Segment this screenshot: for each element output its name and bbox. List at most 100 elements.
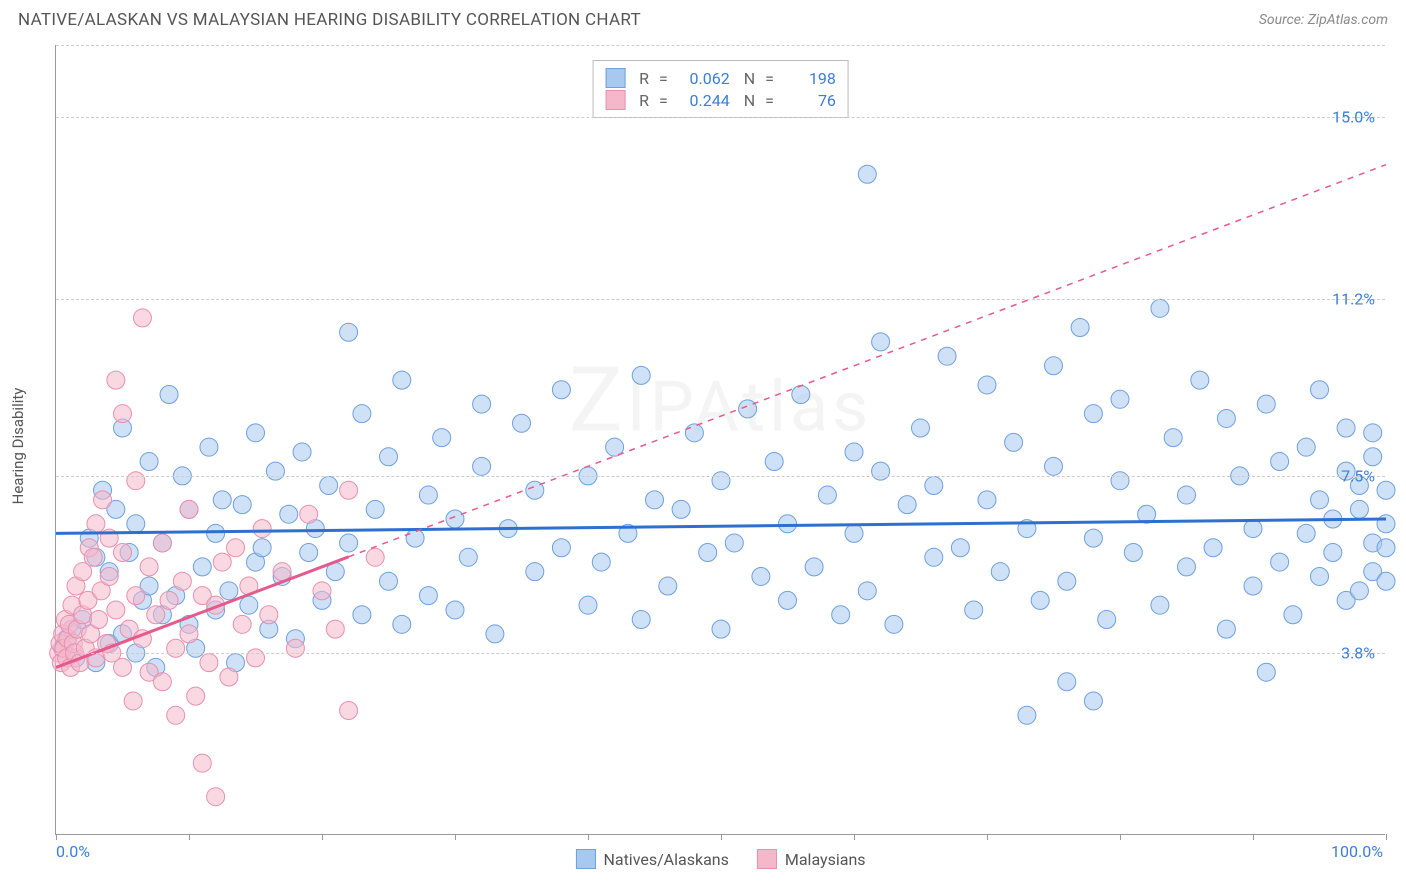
scatter-point: [153, 673, 171, 691]
scatter-point: [712, 472, 730, 490]
legend-item-1: Natives/Alaskans: [575, 849, 728, 869]
x-tick: [455, 834, 456, 840]
scatter-point: [832, 606, 850, 624]
scatter-point: [951, 539, 969, 557]
scatter-point: [699, 544, 717, 562]
scatter-point: [446, 601, 464, 619]
scatter-point: [872, 333, 890, 351]
scatter-point: [419, 587, 437, 605]
scatter-point: [253, 539, 271, 557]
scatter-point: [107, 601, 125, 619]
scatter-point: [685, 424, 703, 442]
scatter-point: [1364, 448, 1382, 466]
scatter-point: [167, 639, 185, 657]
scatter-point: [133, 309, 151, 327]
scatter-point: [978, 491, 996, 509]
scatter-point: [1311, 491, 1329, 509]
legend-swatch-blue: [575, 849, 595, 869]
scatter-point: [779, 515, 797, 533]
scatter-point: [286, 639, 304, 657]
x-tick: [588, 834, 589, 840]
scatter-point: [925, 548, 943, 566]
scatter-point: [978, 376, 996, 394]
scatter-point: [253, 520, 271, 538]
y-axis-label: Hearing Disability: [9, 388, 27, 505]
swatch-pink: [605, 90, 625, 110]
scatter-point: [1297, 438, 1315, 456]
scatter-point: [1005, 433, 1023, 451]
scatter-point: [393, 615, 411, 633]
scatter-point: [1178, 558, 1196, 576]
scatter-point: [1151, 596, 1169, 614]
scatter-point: [725, 534, 743, 552]
scatter-point: [446, 510, 464, 528]
scatter-point: [393, 371, 411, 389]
x-tick-label: 0.0%: [56, 842, 90, 861]
scatter-point: [173, 572, 191, 590]
gridline-h: [56, 476, 1385, 477]
scatter-point: [114, 544, 132, 562]
scatter-point: [818, 486, 836, 504]
scatter-point: [1257, 663, 1275, 681]
scatter-point: [552, 381, 570, 399]
x-tick: [1120, 834, 1121, 840]
scatter-point: [991, 563, 1009, 581]
stats-row-1: R = 0.062 N = 198: [605, 67, 836, 89]
scatter-point: [1124, 544, 1142, 562]
scatter-point: [965, 601, 983, 619]
scatter-point: [193, 558, 211, 576]
scatter-point: [1111, 472, 1129, 490]
scatter-point: [353, 606, 371, 624]
scatter-point: [266, 462, 284, 480]
scatter-point: [293, 443, 311, 461]
scatter-point: [1324, 544, 1342, 562]
x-tick: [1253, 834, 1254, 840]
scatter-point: [1377, 515, 1395, 533]
scatter-point: [473, 395, 491, 413]
legend-label-2: Malaysians: [785, 850, 866, 869]
scatter-point: [1377, 539, 1395, 557]
legend-label-1: Natives/Alaskans: [603, 850, 728, 869]
scatter-point: [1084, 405, 1102, 423]
plot-area: ZIPAtlas R = 0.062 N = 198 R = 0.244 N =…: [55, 45, 1385, 835]
y-tick-label: 7.5%: [1341, 466, 1375, 485]
scatter-point: [220, 582, 238, 600]
x-tick-label: 100.0%: [1331, 842, 1383, 861]
chart-title: NATIVE/ALASKAN VS MALAYSIAN HEARING DISA…: [18, 10, 641, 30]
x-tick: [854, 834, 855, 840]
scatter-point: [227, 539, 245, 557]
scatter-point: [180, 500, 198, 518]
scatter-point: [193, 754, 211, 772]
scatter-point: [858, 582, 876, 600]
swatch-blue: [605, 68, 625, 88]
stats-row-2: R = 0.244 N = 76: [605, 89, 836, 111]
scatter-point: [672, 500, 690, 518]
scatter-point: [1151, 299, 1169, 317]
stats-box: R = 0.062 N = 198 R = 0.244 N = 76: [592, 60, 849, 118]
scatter-point: [247, 649, 265, 667]
scatter-point: [140, 558, 158, 576]
scatter-point: [845, 443, 863, 461]
scatter-point: [1311, 381, 1329, 399]
title-bar: NATIVE/ALASKAN VS MALAYSIAN HEARING DISA…: [18, 10, 1388, 30]
scatter-point: [646, 491, 664, 509]
scatter-point: [1178, 486, 1196, 504]
scatter-point: [779, 591, 797, 609]
scatter-point: [240, 596, 258, 614]
trend-line-dash: [349, 165, 1386, 557]
scatter-point: [180, 625, 198, 643]
scatter-point: [340, 702, 358, 720]
scatter-point: [752, 567, 770, 585]
scatter-point: [1204, 539, 1222, 557]
scatter-point: [380, 572, 398, 590]
scatter-point: [1377, 572, 1395, 590]
scatter-point: [1098, 611, 1116, 629]
scatter-point: [1045, 457, 1063, 475]
scatter-point: [87, 515, 105, 533]
scatter-point: [260, 606, 278, 624]
scatter-point: [765, 453, 783, 471]
scatter-point: [207, 788, 225, 806]
scatter-point: [885, 615, 903, 633]
scatter-point: [207, 524, 225, 542]
scatter-point: [1244, 577, 1262, 595]
